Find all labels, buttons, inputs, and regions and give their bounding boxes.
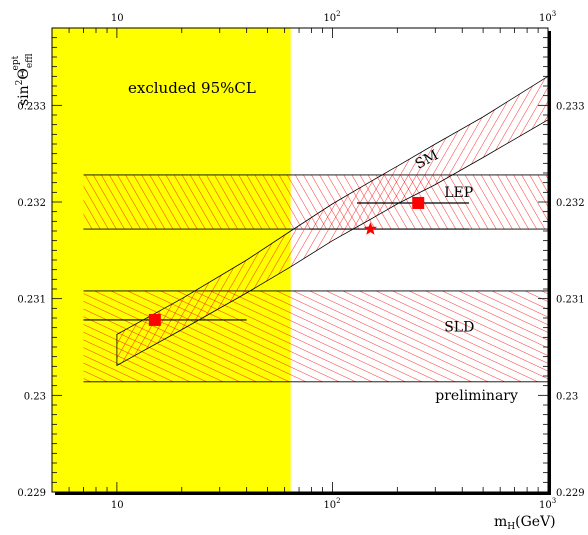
x-tick-label-top: 102 (323, 10, 340, 24)
y-axis-title-sup: 2 (15, 80, 25, 86)
annotation-lep: LEP (444, 185, 473, 201)
y-axis-title-base: sin (16, 85, 32, 106)
bands-layer (83, 174, 548, 383)
annotation-sld: SLD (444, 320, 474, 336)
point-sld-marker (148, 313, 161, 326)
y-tick-label-right: 0.229 (556, 488, 585, 499)
excluded-label: excluded 95%CL (128, 79, 256, 97)
x-tick-label-top-base: 10 (111, 13, 124, 24)
x-tick-label-bottom: 103 (539, 497, 556, 511)
x-tick-label-bottom-base: 10 (111, 500, 124, 511)
y-tick-label-right: 0.23 (556, 391, 578, 402)
y-axis-title-sup2: lept (11, 55, 21, 70)
x-tick-label-top: 103 (539, 10, 556, 24)
y-axis-title: sin2Θefflept (11, 53, 35, 106)
x-tick-label-top: 10 (111, 13, 124, 24)
y-tick-label-right: 0.231 (556, 295, 585, 306)
x-tick-label-bottom-base: 10 (539, 500, 552, 511)
x-axis-title: mH(GeV) (494, 514, 556, 532)
x-tick-label-bottom: 102 (323, 497, 340, 511)
y-axis-title-theta: Θ (16, 68, 32, 79)
x-tick-label-bottom-base: 10 (323, 500, 336, 511)
x-axis-title-sub: H (507, 522, 515, 532)
annotation-preliminary: preliminary (435, 388, 518, 404)
x-tick-label-top-base: 10 (539, 13, 552, 24)
y-tick-label-left: 0.231 (17, 295, 46, 306)
x-tick-label-top-exp: 2 (336, 10, 340, 18)
x-tick-label-bottom: 10 (111, 500, 124, 511)
y-tick-label-left: 0.233 (17, 101, 46, 112)
y-tick-label-right: 0.232 (556, 198, 585, 209)
x-tick-label-top-exp: 3 (552, 10, 556, 18)
x-axis-title-base: m (494, 514, 507, 530)
x-tick-label-top-base: 10 (323, 13, 336, 24)
points-layer (83, 196, 469, 326)
y-tick-label-left: 0.23 (24, 391, 46, 402)
x-axis-title-unit: (GeV) (515, 514, 556, 530)
point-lep-marker (412, 196, 425, 209)
y-tick-label-right: 0.233 (556, 101, 585, 112)
point-combined-marker (363, 222, 378, 235)
x-tick-label-bottom-exp: 2 (336, 497, 340, 505)
sm-band (116, 75, 548, 367)
x-tick-label-bottom-exp: 3 (552, 497, 556, 505)
y-axis-title-sub: eff (25, 53, 35, 68)
y-tick-label-left: 0.232 (17, 198, 46, 209)
y-tick-label-left: 0.229 (17, 488, 46, 499)
